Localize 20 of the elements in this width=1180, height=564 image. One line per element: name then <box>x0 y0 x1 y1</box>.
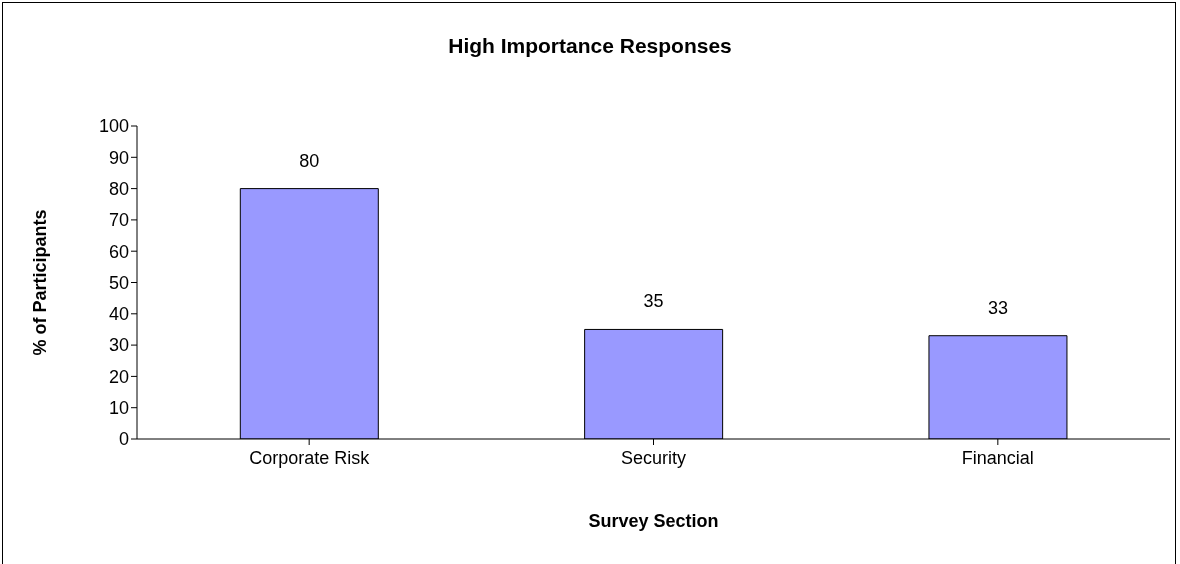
y-tick-label: 50 <box>108 272 129 293</box>
data-label: 33 <box>987 297 1008 318</box>
chart-title: High Importance Responses <box>447 34 733 58</box>
x-tick-label: Security <box>620 447 687 468</box>
y-tick-label: 20 <box>108 366 129 387</box>
y-tick-label: 70 <box>108 210 129 231</box>
data-label: 80 <box>299 150 320 171</box>
y-tick-label: 80 <box>108 178 129 199</box>
y-axis-title: % of Participants <box>30 209 51 356</box>
y-tick-label: 100 <box>98 116 129 137</box>
x-axis-title: Survey Section <box>588 511 719 531</box>
y-tick-label: 90 <box>108 147 129 168</box>
y-tick-label: 0 <box>118 429 129 450</box>
y-tick-label: 30 <box>108 335 129 356</box>
x-tick-label: Financial <box>961 447 1034 468</box>
y-tick-label: 40 <box>108 304 129 325</box>
y-tick-label: 60 <box>108 241 129 262</box>
x-tick-label: Corporate Risk <box>249 447 371 468</box>
data-label: 35 <box>643 291 664 312</box>
y-tick-label: 10 <box>108 398 129 419</box>
